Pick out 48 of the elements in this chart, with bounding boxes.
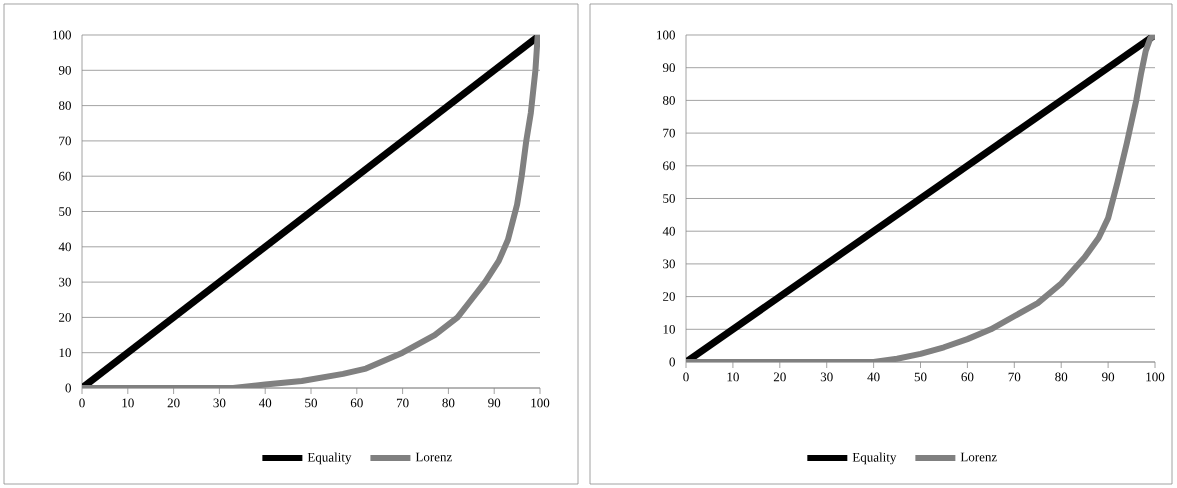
y-tick-label: 40 — [662, 226, 675, 236]
y-tick-label: 90 — [662, 63, 675, 73]
x-tick-label: 70 — [1008, 372, 1021, 382]
x-tick-label: 20 — [773, 372, 786, 382]
x-tick-label: 0 — [683, 372, 689, 382]
x-tick-label: 20 — [167, 398, 180, 408]
x-tick-label: 50 — [305, 398, 318, 408]
y-tick-label: 50 — [59, 207, 71, 216]
y-tick-label: 70 — [59, 136, 71, 146]
x-tick-label: 30 — [213, 398, 226, 408]
y-tick-label: 80 — [662, 96, 675, 105]
y-tick-label: 30 — [59, 277, 71, 287]
y-tick-label: 80 — [58, 101, 71, 110]
x-tick-label: 40 — [258, 398, 272, 408]
y-tick-label: 60 — [59, 171, 71, 181]
y-tick-label: 60 — [663, 161, 675, 171]
y-tick-label: 20 — [59, 313, 71, 322]
legend-label: Equality — [307, 452, 352, 465]
y-tick-label: 20 — [663, 292, 675, 301]
y-tick-label: 70 — [663, 128, 675, 138]
x-tick-label: 40 — [867, 372, 880, 382]
x-tick-label: 90 — [488, 398, 501, 408]
y-tick-label: 100 — [657, 30, 675, 40]
y-tick-label: 30 — [663, 259, 675, 269]
y-tick-label: 0 — [669, 357, 675, 367]
y-tick-label: 0 — [65, 383, 71, 393]
x-tick-label: 60 — [961, 372, 974, 382]
x-tick-label: 80 — [1055, 372, 1068, 382]
y-tick-label: 50 — [663, 194, 675, 203]
x-tick-label: 0 — [79, 398, 85, 408]
x-tick-label: 100 — [531, 398, 550, 408]
x-tick-label: 60 — [350, 398, 363, 408]
y-tick-label: 90 — [58, 65, 71, 75]
x-tick-label: 80 — [442, 398, 455, 408]
x-tick-label: 10 — [122, 398, 134, 408]
legend-label: Lorenz — [415, 452, 452, 462]
legend-label: Lorenz — [960, 452, 997, 462]
x-tick-label: 90 — [1102, 372, 1115, 382]
y-tick-label: 100 — [53, 30, 71, 40]
y-tick-label: 40 — [58, 242, 71, 252]
x-tick-label: 70 — [396, 398, 409, 408]
x-tick-label: 100 — [1146, 372, 1165, 382]
x-tick-label: 30 — [820, 372, 833, 382]
legend-label: Equality — [852, 452, 897, 465]
y-tick-label: 10 — [59, 348, 71, 358]
x-tick-label: 50 — [914, 372, 927, 382]
x-tick-label: 10 — [727, 372, 739, 382]
y-tick-label: 10 — [663, 324, 675, 334]
